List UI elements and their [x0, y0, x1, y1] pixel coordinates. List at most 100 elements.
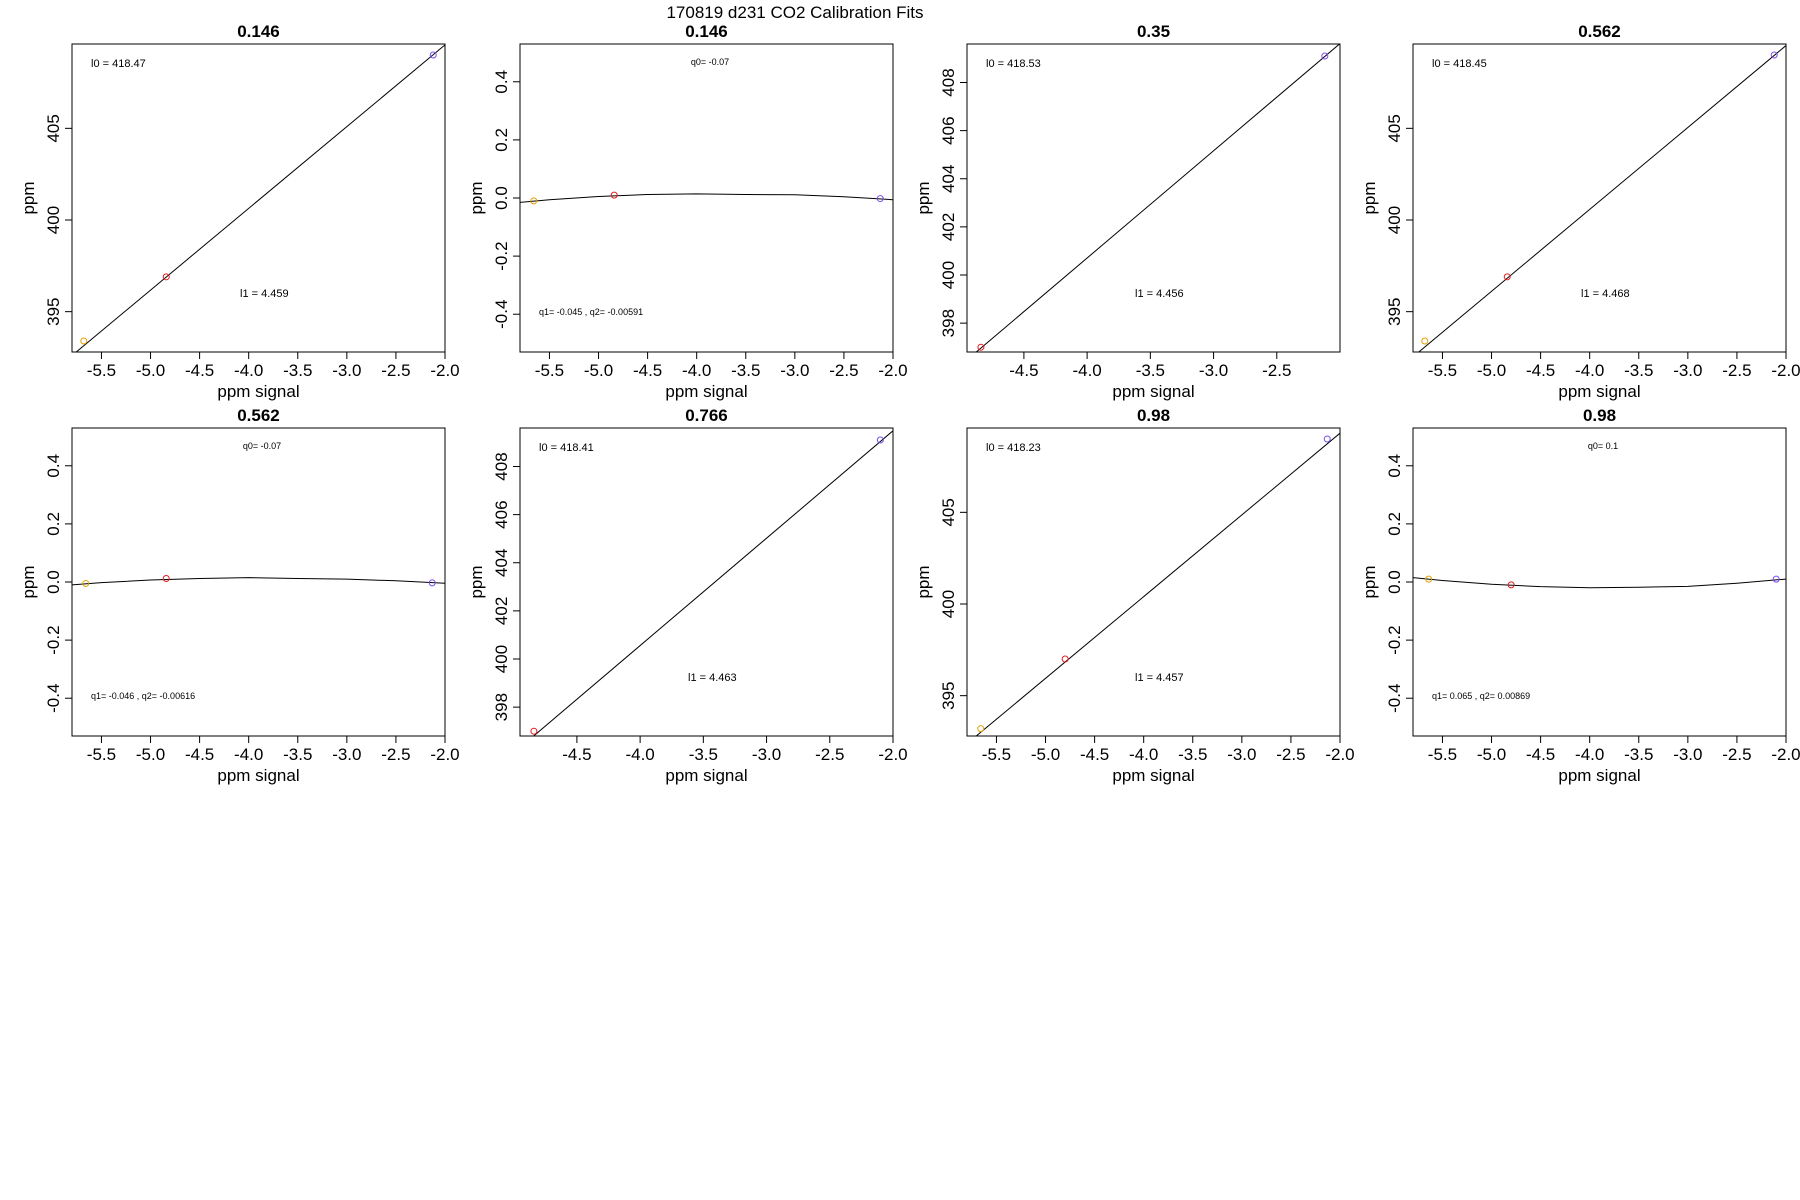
data-point [876, 195, 884, 203]
chart-panel-4: 0.562 -5.5 -5.0 -4.5 -4.0 -3.5 -3.0 -2.5 -2.0 ppm… [1360, 22, 1800, 401]
y-tick-label: 0.0 [44, 570, 63, 594]
y-axis-label: ppm [1360, 181, 1379, 214]
x-tick-label: -5.0 [584, 361, 613, 380]
x-tick-label: -4.5 [1080, 745, 1109, 764]
x-tick-label: -3.5 [1624, 361, 1653, 380]
chart-panels: 0.146 -5.5 -5.0 -4.5 -4.0 -3.5 -3.0 -2.5 -2.0 ppm… [19, 22, 1800, 785]
intercept-annotation: l0 = 418.45 [1432, 58, 1487, 70]
plot-area [1418, 44, 1786, 352]
data-point [977, 725, 985, 733]
x-axis-label: ppm signal [1558, 382, 1640, 401]
y-tick-label: 408 [492, 452, 511, 480]
x-tick-label: -3.5 [283, 745, 312, 764]
data-point [428, 579, 436, 587]
y-tick-label: 0.4 [44, 454, 63, 478]
panel-title: 0.562 [237, 406, 280, 425]
fit-line [1418, 44, 1786, 352]
chart-panel-1: 0.146 -5.5 -5.0 -4.5 -4.0 -3.5 -3.0 -2.5 -2.0 ppm… [19, 22, 460, 401]
y-tick-label: 0.4 [492, 70, 511, 94]
x-tick-label: -2.5 [381, 361, 410, 380]
x-tick-label: -4.0 [1129, 745, 1158, 764]
x-tick-label: -3.5 [689, 745, 718, 764]
x-tick-label: -4.0 [1575, 361, 1604, 380]
y-tick-label: 0.2 [1385, 512, 1404, 536]
q0-annotation: q0= -0.07 [243, 441, 281, 451]
y-tick-label: 400 [1385, 206, 1404, 234]
data-point [162, 273, 170, 281]
plot-area [520, 191, 893, 205]
plot-frame [1412, 43, 1787, 353]
slope-annotation: l1 = 4.457 [1135, 672, 1184, 684]
x-tick-label: -4.5 [185, 745, 214, 764]
y-tick-label: 395 [939, 681, 958, 709]
x-tick-label: -4.5 [1526, 745, 1555, 764]
y-tick-label: 405 [939, 498, 958, 526]
y-tick-label: 398 [492, 693, 511, 721]
x-tick-label: -4.0 [234, 745, 263, 764]
x-axis-label: ppm signal [1558, 766, 1640, 785]
slope-annotation: l1 = 4.463 [688, 672, 737, 684]
x-tick-label: -3.0 [1673, 745, 1702, 764]
x-tick-label: -2.0 [1771, 745, 1800, 764]
y-tick-label: 402 [492, 597, 511, 625]
x-tick-label: -2.0 [430, 361, 459, 380]
fit-line [975, 432, 1340, 736]
x-tick-label: -2.5 [1276, 745, 1305, 764]
data-point [610, 191, 618, 199]
x-tick-label: -2.5 [1262, 361, 1291, 380]
y-tick-label: 395 [1385, 297, 1404, 325]
x-tick-label: -4.0 [625, 745, 654, 764]
q-coefficients-annotation: q1= 0.065 , q2= 0.00869 [1432, 691, 1530, 701]
data-point [1061, 655, 1069, 663]
y-tick-label: -0.2 [1385, 625, 1404, 654]
panel-title: 0.98 [1137, 406, 1170, 425]
y-tick-label: 402 [939, 213, 958, 241]
data-point [82, 579, 90, 587]
x-axis-label: ppm signal [1112, 766, 1194, 785]
y-tick-label: 395 [44, 297, 63, 325]
x-tick-label: -3.0 [1227, 745, 1256, 764]
plot-area [530, 430, 893, 736]
x-tick-label: -3.5 [731, 361, 760, 380]
x-axis-label: ppm signal [665, 382, 747, 401]
plot-area [975, 432, 1340, 736]
data-point [977, 343, 985, 351]
page-title: 170819 d231 CO2 Calibration Fits [666, 3, 923, 22]
y-tick-label: -0.4 [1385, 684, 1404, 713]
y-tick-label: -0.2 [44, 625, 63, 654]
y-axis-label: ppm [19, 565, 38, 598]
data-point [1421, 337, 1429, 345]
panel-title: 0.146 [237, 22, 280, 41]
y-tick-label: 0.2 [492, 128, 511, 152]
x-tick-label: -5.5 [1428, 361, 1457, 380]
y-axis-label: ppm [914, 181, 933, 214]
panel-title: 0.35 [1137, 22, 1170, 41]
data-point [162, 575, 170, 583]
y-tick-label: 400 [492, 645, 511, 673]
fit-curve [1413, 577, 1786, 589]
x-tick-label: -4.0 [682, 361, 711, 380]
y-tick-label: 0.0 [492, 186, 511, 210]
chart-panel-3: 0.35 -4.5 -4.0 -3.5 -3.0 -2.5 ppm signal 398 400… [914, 22, 1341, 401]
slope-annotation: l1 = 4.459 [240, 288, 289, 300]
data-point [1321, 52, 1329, 60]
data-point [1770, 51, 1778, 59]
x-tick-label: -2.0 [878, 361, 907, 380]
y-tick-label: -0.4 [44, 684, 63, 713]
y-axis-label: ppm [19, 181, 38, 214]
plot-frame [71, 43, 446, 353]
data-point [530, 727, 538, 735]
q-coefficients-annotation: q1= -0.046 , q2= -0.00616 [91, 691, 195, 701]
x-tick-label: -5.0 [1031, 745, 1060, 764]
x-tick-label: -2.5 [815, 745, 844, 764]
x-tick-label: -2.5 [829, 361, 858, 380]
panel-title: 0.98 [1583, 406, 1616, 425]
y-axis-label: ppm [467, 181, 486, 214]
slope-annotation: l1 = 4.468 [1581, 288, 1630, 300]
x-tick-label: -2.5 [381, 745, 410, 764]
data-point [876, 436, 884, 444]
y-tick-label: 0.0 [1385, 570, 1404, 594]
data-point [530, 197, 538, 205]
x-tick-label: -5.5 [535, 361, 564, 380]
